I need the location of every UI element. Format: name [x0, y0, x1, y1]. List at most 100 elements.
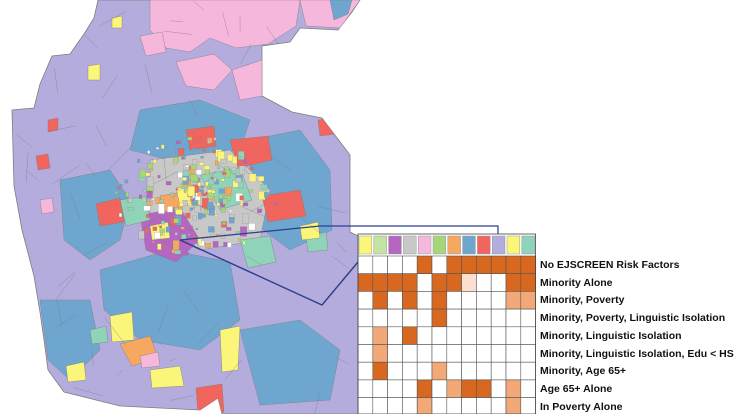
- legend-matrix-cell: [372, 326, 388, 345]
- legend-matrix-cell: [372, 291, 388, 310]
- legend-frame: [357, 233, 537, 414]
- legend-matrix-cell: [387, 308, 403, 328]
- urban-tract: [147, 150, 151, 154]
- legend-matrix-cell: [490, 344, 507, 363]
- urban-tract: [143, 189, 147, 193]
- tract-boundary: [160, 343, 164, 348]
- urban-tract: [221, 207, 226, 213]
- urban-tract: [248, 223, 256, 231]
- legend-matrix-cell: [416, 379, 433, 398]
- urban-tract: [242, 213, 249, 224]
- urban-tract: [274, 202, 277, 206]
- legend-row-label: Minority, Poverty, Linguistic Isolation: [540, 312, 726, 325]
- legend-matrix-cell: [461, 379, 477, 398]
- urban-tract: [139, 194, 142, 199]
- urban-tract: [187, 186, 195, 197]
- urban-tract: [195, 196, 201, 201]
- urban-tract: [125, 207, 129, 211]
- legend-matrix-cell: [490, 361, 507, 381]
- urban-tract: [147, 176, 154, 187]
- tract-boundary: [12, 338, 38, 365]
- urban-tract: [180, 226, 185, 230]
- urban-tract: [227, 154, 234, 162]
- urban-tract: [202, 149, 207, 152]
- urban-tract: [226, 187, 232, 194]
- south-yellow-4: [65, 361, 87, 383]
- urban-tract: [183, 164, 190, 171]
- urban-tract: [146, 201, 153, 206]
- legend-class-swatch: [491, 235, 506, 255]
- legend-matrix-cell: [446, 397, 462, 414]
- legend-matrix-cell: [520, 291, 536, 310]
- legend-matrix-cell: [505, 291, 522, 310]
- urban-tract: [165, 226, 170, 233]
- legend-row-label: Minority, Linguistic Isolation, Edu < HS: [540, 347, 734, 360]
- urban-core-tracts: [115, 136, 277, 256]
- legend-row-label: In Poverty Alone: [540, 400, 623, 413]
- urban-tract: [194, 205, 201, 213]
- urban-tract: [185, 165, 189, 168]
- tract-boundary: [331, 256, 350, 269]
- legend-matrix-cell: [402, 379, 418, 398]
- legend-matrix-cell: [446, 308, 462, 328]
- legend-matrix-cell: [520, 308, 536, 328]
- urban-tract: [174, 232, 178, 236]
- urban-tract: [151, 197, 155, 201]
- urban-tract: [191, 200, 198, 206]
- urban-tract: [190, 164, 197, 170]
- urban-tract: [223, 242, 228, 247]
- urban-tract: [195, 228, 199, 230]
- legend-matrix-cell: [461, 326, 477, 345]
- legend-matrix: [357, 233, 537, 414]
- legend-matrix-cell: [357, 344, 374, 363]
- legend-matrix-cell: [431, 308, 448, 328]
- urban-tract: [118, 213, 122, 218]
- legend-row-label: Minority Alone: [540, 276, 613, 289]
- legend-matrix-cell: [461, 361, 477, 381]
- callout-line: [179, 239, 359, 306]
- tract-boundary: [169, 359, 175, 362]
- core-teal-3: [239, 235, 277, 269]
- tract-boundary: [334, 356, 350, 365]
- legend-row-label: Minority, Poverty: [540, 294, 625, 307]
- legend-matrix-cell: [387, 291, 403, 310]
- urban-tract: [199, 162, 204, 166]
- legend-matrix-cell: [357, 273, 374, 292]
- urban-tract: [197, 191, 202, 197]
- legend-matrix-cell: [446, 326, 462, 345]
- tract-boundary: [54, 273, 76, 302]
- legend-matrix-cell: [476, 273, 492, 292]
- legend-matrix-cell: [520, 379, 536, 398]
- urban-tract: [224, 166, 230, 171]
- tract-boundary: [144, 64, 152, 93]
- legend-matrix-cell: [446, 344, 462, 363]
- legend-matrix-cell: [402, 273, 418, 292]
- legend-matrix-cell: [402, 344, 418, 363]
- tract-boundary: [56, 299, 63, 328]
- legend-matrix-cell: [490, 291, 507, 310]
- tract-boundary: [246, 256, 261, 265]
- legend-matrix-cell: [520, 361, 536, 381]
- south-pink: [139, 351, 161, 369]
- legend-matrix-cell: [520, 397, 536, 414]
- urban-tract: [238, 151, 245, 160]
- urban-tract: [157, 175, 161, 179]
- tract-boundary: [158, 216, 182, 233]
- legend-class-swatch: [506, 235, 521, 255]
- legend-matrix-cell: [431, 397, 448, 414]
- legend-class-swatch: [432, 235, 447, 255]
- core-red-3: [261, 189, 307, 223]
- urban-tract: [213, 137, 217, 141]
- legend-matrix-cell: [387, 326, 403, 345]
- south-yellow-2: [219, 325, 241, 373]
- urban-tract: [242, 241, 246, 245]
- urban-tract: [235, 231, 240, 234]
- legend-matrix-cell: [431, 291, 448, 310]
- legend-matrix-cell: [357, 397, 374, 414]
- urban-tract: [165, 181, 172, 186]
- urban-tract: [155, 197, 161, 204]
- urban-tract: [188, 225, 193, 231]
- urban-tract: [152, 241, 155, 243]
- legend-matrix-cell: [372, 379, 388, 398]
